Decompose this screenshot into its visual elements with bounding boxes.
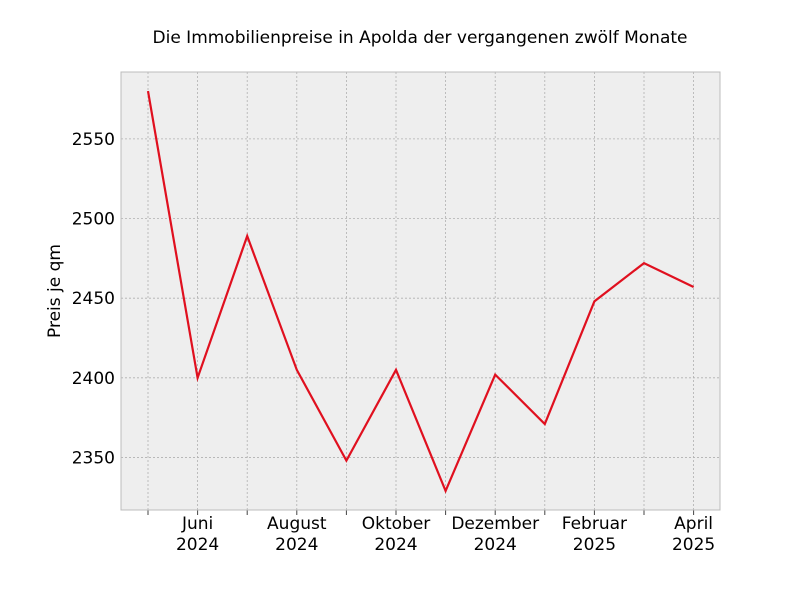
y-axis-label: Preis je qm [45, 244, 65, 338]
x-tick-label: April 2025 [672, 514, 715, 555]
y-tick-label: 2350 [72, 448, 115, 468]
x-tick-label: Dezember 2024 [451, 514, 539, 555]
y-tick-label: 2500 [72, 210, 115, 230]
plot-frame [120, 71, 721, 511]
x-tick-label: Februar 2025 [562, 514, 627, 555]
x-tick-label: August 2024 [267, 514, 327, 555]
axis-ticks [147, 510, 695, 515]
x-tick-label: Oktober 2024 [362, 514, 431, 555]
x-tick-label: Juni 2024 [176, 514, 219, 555]
y-tick-label: 2550 [72, 130, 115, 150]
series-line [146, 90, 695, 494]
y-axis-tick-labels: 2350 2400 2450 2500 2550 [72, 130, 115, 469]
grid [121, 72, 720, 510]
series-layer [146, 90, 695, 494]
plot-area [121, 72, 720, 510]
chart-title: Die Immobilienpreise in Apolda der verga… [153, 28, 688, 48]
x-axis-tick-labels: Juni 2024 August 2024 Oktober 2024 Dezember 202… [176, 514, 715, 555]
y-tick-label: 2400 [72, 369, 115, 389]
y-tick-label: 2450 [72, 289, 115, 309]
